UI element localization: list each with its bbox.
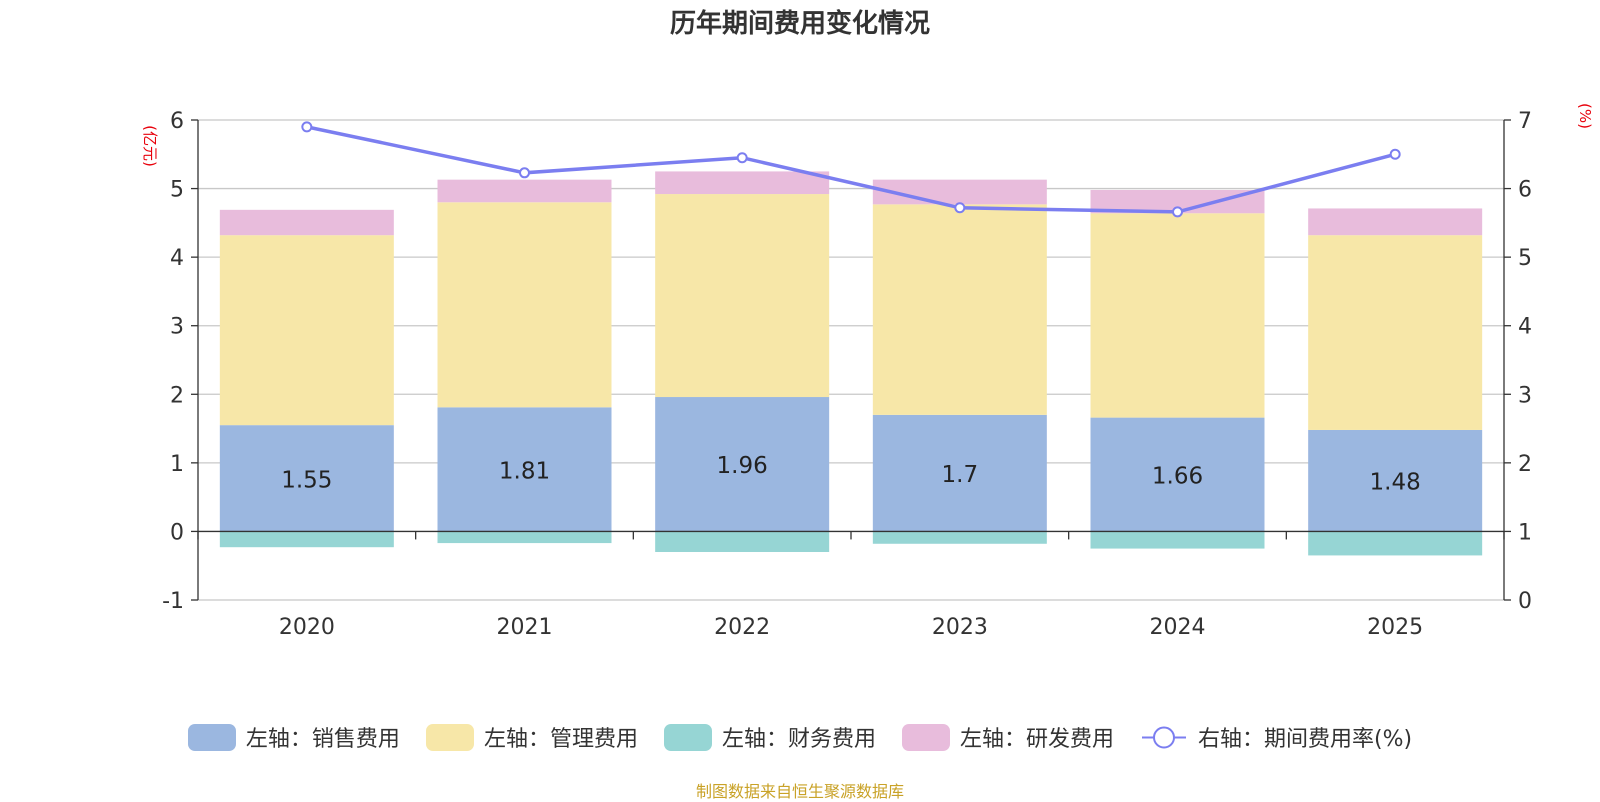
rate-point: [1389, 148, 1401, 160]
data-label: 1.81: [499, 458, 550, 484]
axes: -1 0 1 2 3 4 5 6 0 1 2 3 4 5 6 7 2020 2021 2022 2023 2024 202…: [162, 109, 1532, 640]
bar-左轴：销售费用: [219, 425, 394, 532]
right-tick-label: 1: [1518, 520, 1532, 545]
right-tick-label: 3: [1518, 383, 1532, 408]
legend-item[interactable]: 左轴：财务费用: [663, 721, 876, 753]
rate-line-path: [306, 125, 1396, 214]
bar-左轴：管理费用: [1090, 213, 1265, 418]
bar-左轴：财务费用: [437, 531, 612, 544]
rate-point: [519, 167, 530, 179]
bar-左轴：研发费用: [1090, 189, 1265, 214]
legend-swatch: [901, 723, 950, 751]
legend-item[interactable]: 左轴：研发费用: [901, 721, 1114, 753]
left-tick-label: 6: [170, 109, 184, 134]
bar-左轴：管理费用: [437, 202, 612, 408]
rate-point: [736, 152, 748, 164]
left-axis-unit: (亿元): [141, 125, 159, 167]
x-tick-label: 2025: [1367, 615, 1423, 640]
bar-左轴：财务费用: [1090, 531, 1265, 549]
bar-左轴：销售费用: [872, 414, 1047, 532]
bar-左轴：研发费用: [872, 179, 1047, 205]
rate-point: [954, 202, 966, 214]
bar-左轴：研发费用: [219, 209, 394, 236]
legend-swatch: [663, 723, 712, 751]
data-label: 1.66: [1152, 464, 1203, 490]
rate-line: [301, 121, 1401, 218]
right-tick-label: 6: [1518, 178, 1532, 203]
right-tick-label: 0: [1518, 589, 1532, 614]
data-label: 1.48: [1370, 470, 1421, 496]
bar-左轴：销售费用: [655, 397, 830, 532]
legend-swatch: [1141, 726, 1186, 748]
legend-swatch: [187, 723, 236, 751]
bar-左轴：研发费用: [655, 171, 830, 195]
rate-point: [1172, 206, 1183, 218]
legend-label: 左轴：财务费用: [721, 727, 876, 752]
right-tick-label: 2: [1518, 452, 1532, 477]
legend-label: 左轴：研发费用: [959, 727, 1114, 752]
data-label: 1.96: [717, 453, 768, 479]
bar-左轴：研发费用: [1308, 208, 1483, 236]
legend-label: 左轴：销售费用: [245, 727, 400, 752]
legend-item[interactable]: 左轴：管理费用: [425, 721, 638, 753]
legend-label: 左轴：管理费用: [483, 727, 638, 752]
bar-左轴：管理费用: [872, 204, 1047, 415]
right-tick-label: 5: [1518, 246, 1532, 271]
legend-label: 右轴：期间费用率(%): [1197, 727, 1413, 752]
bar-左轴：管理费用: [219, 235, 394, 426]
x-tick-label: 2020: [279, 615, 335, 640]
bar-左轴：财务费用: [872, 531, 1047, 544]
bar-左轴：研发费用: [437, 179, 612, 203]
left-tick-label: 1: [170, 452, 184, 477]
right-tick-label: 4: [1518, 315, 1532, 340]
left-tick-label: 0: [170, 520, 184, 545]
bar-左轴：财务费用: [1308, 531, 1483, 556]
x-tick-label: 2024: [1150, 615, 1206, 640]
source-note: 制图数据来自恒生聚源数据库: [695, 782, 904, 801]
legend-swatch: [425, 723, 474, 751]
x-tick-label: 2021: [497, 615, 553, 640]
legend: 左轴：销售费用 左轴：管理费用 左轴：财务费用 左轴：研发费用 右轴：期间费用率(%): [0, 720, 1600, 754]
bar-左轴：财务费用: [655, 531, 830, 552]
left-tick-label: 2: [170, 383, 184, 408]
left-tick-label: 4: [170, 246, 184, 271]
bar-左轴：销售费用: [1308, 429, 1483, 532]
legend-item[interactable]: 右轴：期间费用率(%): [1140, 721, 1412, 753]
bars: [219, 171, 1483, 556]
x-tick-label: 2023: [932, 615, 988, 640]
x-tick-label: 2022: [714, 615, 770, 640]
chart-title: 历年期间费用变化情况: [670, 8, 930, 39]
legend-item[interactable]: 左轴：销售费用: [187, 721, 400, 753]
right-tick-label: 7: [1518, 109, 1532, 134]
left-tick-label: -1: [162, 589, 184, 614]
bar-左轴：管理费用: [655, 194, 830, 398]
rate-point: [301, 121, 313, 133]
bar-左轴：财务费用: [219, 531, 394, 548]
data-labels: 1.55 1.81 1.96 1.7 1.66 1.48: [281, 453, 1421, 495]
data-label: 1.55: [281, 467, 332, 493]
bar-左轴：销售费用: [1090, 417, 1265, 532]
grid-lines: [198, 119, 1504, 601]
left-tick-label: 3: [170, 315, 184, 340]
bar-左轴：管理费用: [1308, 235, 1483, 430]
data-label: 1.7: [942, 462, 979, 488]
right-axis-unit: (%): [1576, 103, 1594, 129]
bar-左轴：销售费用: [437, 407, 612, 532]
left-tick-label: 5: [170, 178, 184, 203]
